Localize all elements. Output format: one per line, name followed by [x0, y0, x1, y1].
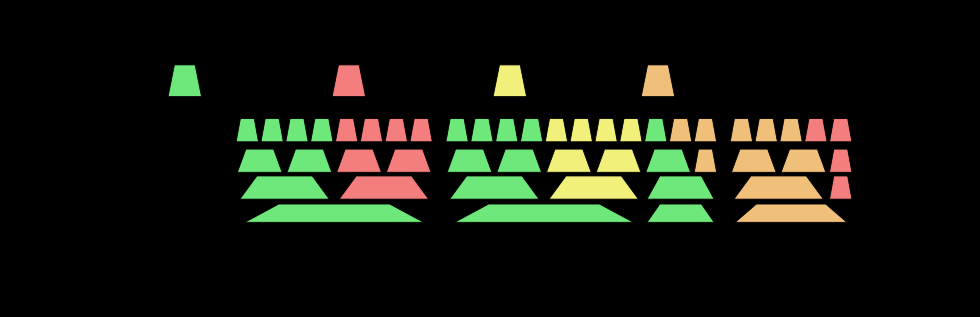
Polygon shape: [470, 119, 493, 142]
Polygon shape: [781, 149, 826, 172]
Polygon shape: [236, 119, 259, 142]
Polygon shape: [595, 119, 617, 142]
Polygon shape: [829, 119, 852, 142]
Polygon shape: [805, 119, 827, 142]
Polygon shape: [731, 149, 776, 172]
Polygon shape: [547, 149, 591, 172]
Polygon shape: [694, 149, 716, 172]
Polygon shape: [493, 65, 526, 97]
Polygon shape: [497, 149, 542, 172]
Polygon shape: [570, 119, 593, 142]
Polygon shape: [287, 149, 332, 172]
Polygon shape: [361, 119, 382, 142]
Polygon shape: [829, 149, 852, 172]
Polygon shape: [261, 119, 283, 142]
Polygon shape: [646, 149, 691, 172]
Polygon shape: [455, 204, 633, 222]
Polygon shape: [286, 119, 308, 142]
Polygon shape: [641, 65, 674, 97]
Polygon shape: [245, 204, 423, 222]
Polygon shape: [647, 204, 714, 222]
Polygon shape: [735, 204, 847, 222]
Polygon shape: [311, 119, 333, 142]
Polygon shape: [669, 119, 692, 142]
Polygon shape: [496, 119, 518, 142]
Polygon shape: [545, 119, 567, 142]
Polygon shape: [450, 176, 539, 199]
Polygon shape: [335, 119, 358, 142]
Polygon shape: [447, 149, 492, 172]
Polygon shape: [647, 176, 714, 199]
Polygon shape: [337, 149, 381, 172]
Polygon shape: [645, 119, 667, 142]
Polygon shape: [780, 119, 803, 142]
Polygon shape: [240, 176, 329, 199]
Polygon shape: [829, 176, 852, 199]
Polygon shape: [169, 65, 202, 97]
Polygon shape: [596, 149, 641, 172]
Polygon shape: [619, 119, 642, 142]
Polygon shape: [446, 119, 468, 142]
Polygon shape: [410, 119, 432, 142]
Polygon shape: [385, 119, 408, 142]
Polygon shape: [339, 176, 428, 199]
Polygon shape: [730, 119, 753, 142]
Polygon shape: [755, 119, 777, 142]
Polygon shape: [549, 176, 638, 199]
Polygon shape: [694, 119, 716, 142]
Polygon shape: [520, 119, 543, 142]
Polygon shape: [237, 149, 282, 172]
Polygon shape: [332, 65, 366, 97]
Polygon shape: [386, 149, 431, 172]
Polygon shape: [734, 176, 823, 199]
